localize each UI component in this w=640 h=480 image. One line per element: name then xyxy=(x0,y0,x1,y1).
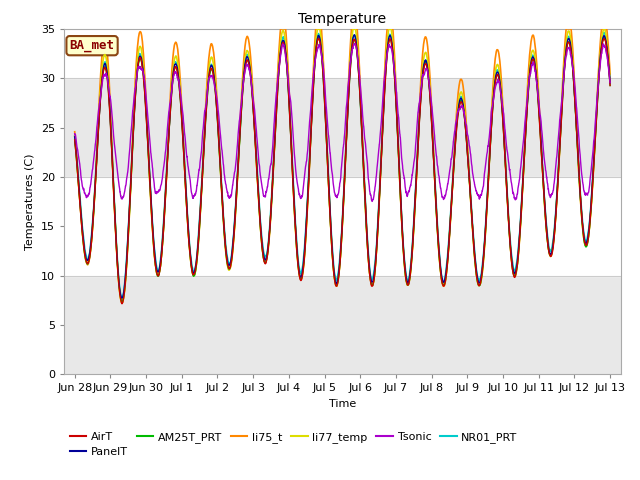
PanelT xyxy=(71,134,79,140)
AM25T_PRT xyxy=(315,35,323,40)
AirT xyxy=(474,276,481,282)
Line: AirT: AirT xyxy=(75,38,610,304)
Line: li75_t: li75_t xyxy=(75,29,610,302)
li75_t xyxy=(606,71,614,77)
NR01_PRT xyxy=(445,241,452,247)
PanelT xyxy=(445,245,452,251)
Tsonic xyxy=(606,80,614,85)
Line: PanelT: PanelT xyxy=(75,35,610,298)
li75_t xyxy=(410,216,418,221)
AirT xyxy=(241,68,248,74)
AirT xyxy=(118,301,126,307)
AirT xyxy=(513,266,520,272)
Legend: AirT, PanelT, AM25T_PRT, li75_t, li77_temp, Tsonic, NR01_PRT: AirT, PanelT, AM25T_PRT, li75_t, li77_te… xyxy=(70,432,518,457)
AM25T_PRT xyxy=(241,67,248,73)
Tsonic xyxy=(241,72,248,77)
li75_t xyxy=(445,247,452,252)
PanelT xyxy=(474,273,481,279)
PanelT xyxy=(513,263,520,269)
AM25T_PRT xyxy=(71,137,79,143)
Text: BA_met: BA_met xyxy=(70,39,115,52)
Tsonic xyxy=(445,175,452,180)
PanelT xyxy=(351,32,358,38)
Bar xyxy=(64,29,621,78)
Y-axis label: Temperatures (C): Temperatures (C) xyxy=(26,153,35,250)
PanelT xyxy=(445,242,452,248)
Line: li77_temp: li77_temp xyxy=(75,29,610,303)
li75_t xyxy=(513,266,520,272)
PanelT xyxy=(241,63,248,69)
AM25T_PRT xyxy=(474,277,481,283)
Tsonic xyxy=(474,191,481,196)
li77_temp xyxy=(314,26,321,32)
Line: NR01_PRT: NR01_PRT xyxy=(75,33,610,298)
AM25T_PRT xyxy=(606,83,614,88)
PanelT xyxy=(606,80,614,86)
li75_t xyxy=(474,277,481,283)
Tsonic xyxy=(410,157,418,163)
X-axis label: Time: Time xyxy=(329,399,356,409)
Line: AM25T_PRT: AM25T_PRT xyxy=(75,37,610,301)
li77_temp xyxy=(513,266,520,272)
Tsonic xyxy=(71,131,79,137)
li75_t xyxy=(445,244,452,250)
li77_temp xyxy=(606,79,614,84)
Line: Tsonic: Tsonic xyxy=(75,43,610,202)
Bar xyxy=(64,177,621,276)
AirT xyxy=(71,137,79,143)
NR01_PRT xyxy=(513,261,520,266)
Tsonic xyxy=(513,193,520,199)
li77_temp xyxy=(241,59,248,65)
NR01_PRT xyxy=(473,271,481,276)
AirT xyxy=(410,216,418,221)
NR01_PRT xyxy=(118,295,126,301)
AM25T_PRT xyxy=(445,247,452,253)
li77_temp xyxy=(410,216,418,222)
li77_temp xyxy=(445,247,452,252)
li77_temp xyxy=(474,276,481,282)
NR01_PRT xyxy=(241,63,248,69)
NR01_PRT xyxy=(410,214,418,220)
li75_t xyxy=(118,300,126,305)
li75_t xyxy=(276,26,284,32)
AirT xyxy=(445,245,452,251)
li77_temp xyxy=(118,300,125,306)
NR01_PRT xyxy=(606,78,614,84)
NR01_PRT xyxy=(71,133,79,139)
li77_temp xyxy=(71,134,79,140)
AM25T_PRT xyxy=(118,299,126,304)
li75_t xyxy=(241,47,248,52)
Tsonic xyxy=(351,40,358,46)
Title: Temperature: Temperature xyxy=(298,12,387,26)
AM25T_PRT xyxy=(445,244,452,250)
AirT xyxy=(445,248,452,253)
li75_t xyxy=(71,129,79,135)
AirT xyxy=(315,36,323,41)
PanelT xyxy=(118,295,125,301)
PanelT xyxy=(410,212,418,218)
Tsonic xyxy=(445,177,452,182)
AM25T_PRT xyxy=(410,216,418,222)
AM25T_PRT xyxy=(513,266,520,272)
li77_temp xyxy=(445,244,452,250)
NR01_PRT xyxy=(444,244,452,250)
NR01_PRT xyxy=(600,30,608,36)
Tsonic xyxy=(368,199,376,204)
AirT xyxy=(606,83,614,88)
